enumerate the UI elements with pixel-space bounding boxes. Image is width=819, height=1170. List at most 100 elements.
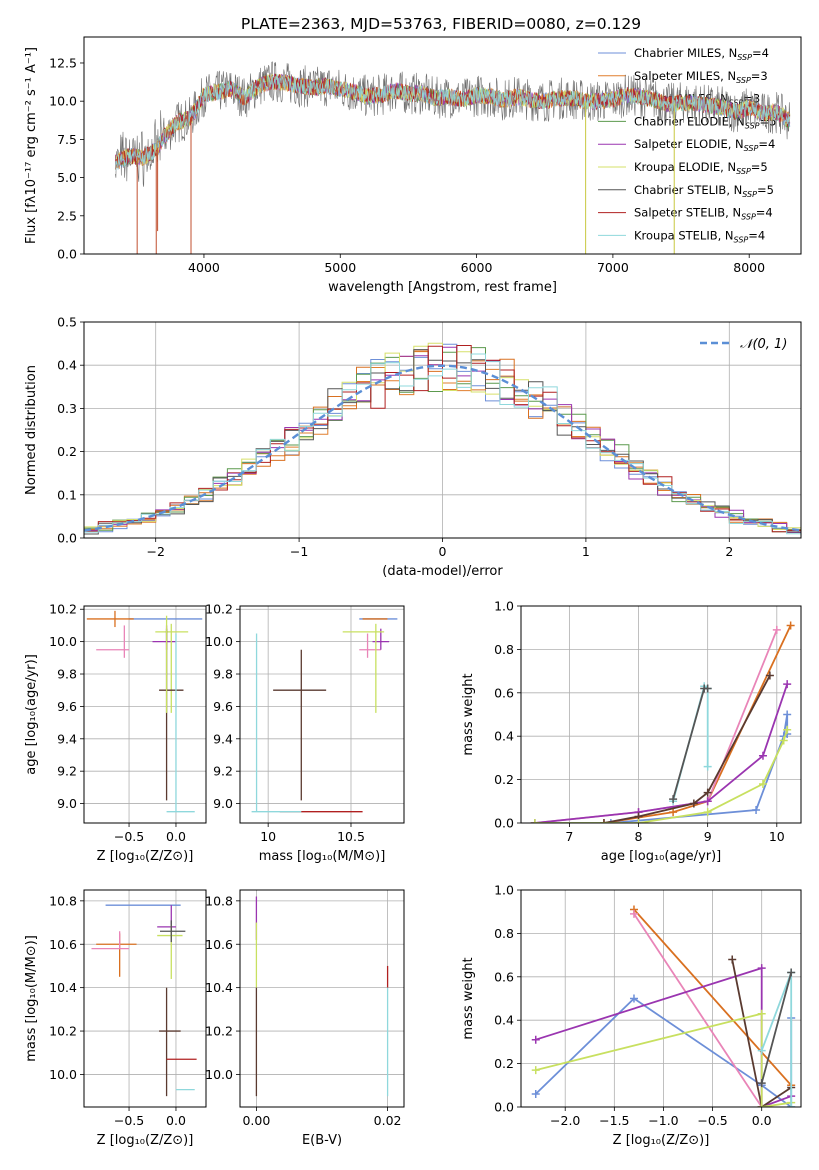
mass-weight-line [760,972,793,1107]
x-tick-label: 10 [260,829,276,844]
x-axis-label: (data-model)/error [382,564,503,579]
x-axis-label: Z [log₁₀(Z/Z⊙)] [97,1133,194,1148]
frame-mass_weight_vs_Z [520,889,802,1108]
mass-weight-line [633,913,763,1107]
y-tick-label: 0.6 [494,685,514,700]
y-tick-label: 0.4 [494,1013,514,1028]
axes-mass_weight_vs_age: 7 8 9 10 0.0 0.2 0.4 0.6 0.8 1.0 age [log₁₀(age/yr… [461,599,801,864]
axes-residuals: −2 −1 0 1 2 0.0 0.1 0.2 0.3 0.4 0.5 (data-model)/er… [24,315,801,579]
plot-area-spectrum [115,61,791,254]
x-tick-label: 2 [725,544,733,559]
legend-entry: Salpeter MILES, NSSP=3 [634,69,768,85]
y-axis-label: Flux [fλ10⁻¹⁷ erg cm⁻² s⁻¹ A⁻¹] [24,47,39,244]
y-axis-label: Normed distribution [24,365,39,495]
y-tick-label: 1.0 [494,599,514,614]
frame-mass_weight_vs_age [520,605,802,824]
x-axis-label: Z [log₁₀(Z/Z⊙)] [97,849,194,864]
mass-weight-marker [531,1066,540,1075]
y-tick-label: 10.6 [205,937,233,952]
x-tick-label: 0.00 [242,1113,270,1128]
mass-weight-marker [758,779,767,788]
legend-label-tail: =4 [748,228,765,242]
y-tick-label: 10.8 [49,893,77,908]
mass-weight-marker [787,1103,796,1107]
plot-area-age_vs_mass [251,618,398,813]
x-axis-label: Z [log₁₀(Z/Z⊙)] [613,1133,710,1148]
y-tick-label: 9.2 [57,764,77,779]
legend-label-tail: =4 [756,206,773,220]
y-tick-label: 9.8 [213,667,233,682]
y-tick-label: 0.0 [57,247,77,262]
y-tick-label: 1.0 [494,883,514,898]
axes-mass_vs_Z: −0.5 0.0 10.0 10.2 10.4 10.6 10.8 Z [log₁₀(Z/Z⊙… [24,890,206,1148]
x-tick-label: −0.5 [114,1113,144,1128]
mass-weight-marker [783,725,792,734]
legend-label-tail: =3 [751,69,768,83]
x-tick-label: −1.5 [599,1113,629,1128]
x-tick-label: −2.0 [550,1113,580,1128]
mass-weight-marker [634,819,643,823]
y-tick-label: 9.8 [57,667,77,682]
y-tick-label: 5.0 [57,170,77,185]
x-tick-label: 10 [769,829,785,844]
x-axis-label: E(B-V) [302,1133,342,1148]
x-tick-label: −1.0 [648,1113,678,1128]
y-tick-label: 10.0 [49,94,77,109]
y-tick-label: 0.0 [494,1100,514,1115]
spectrum-series-8 [115,74,791,171]
y-tick-label: 0.2 [57,444,77,459]
legend-label-tail: =5 [757,183,774,197]
legend-label-main: Chabrier ELODIE, N [634,114,745,128]
mass-weight-marker [757,1079,766,1088]
y-tick-label: 12.5 [49,55,77,70]
mass-weight-line [534,629,778,823]
x-tick-label: 0 [439,544,447,559]
plot-area-mass_weight_vs_Z [531,905,796,1107]
mass-weight-marker [787,968,796,977]
y-axis-label: age [log₁₀(age/yr)] [24,654,39,775]
x-tick-label: 4000 [188,260,220,275]
legend-entry: Kroupa STELIB, NSSP=4 [634,228,765,244]
mass-weight-marker [669,795,678,804]
normal-reference-curve [84,364,801,532]
y-tick-label: 0.3 [57,401,77,416]
legend-label-main: Salpeter MILES, N [634,69,736,83]
plot-area-age_vs_Z [86,610,203,813]
plot-area-mass_weight_vs_age [530,621,795,823]
y-tick-label: 0.5 [57,315,77,330]
legend-label-tail: =4 [752,46,769,60]
mass-weight-marker [728,955,737,964]
x-tick-label: 9 [704,829,712,844]
mass-weight-marker [629,909,638,918]
y-tick-label: 10.4 [49,980,77,995]
mass-weight-marker [757,1103,766,1107]
legend-label-sub: SSP [737,53,752,62]
y-tick-label: 0.4 [494,729,514,744]
frame-residuals [83,321,802,539]
y-tick-label: 9.2 [213,764,233,779]
y-tick-label: 0.0 [494,816,514,831]
x-tick-label: 7 [565,829,573,844]
plot-area-mass_vs_Z [91,904,197,1097]
mass-weight-marker [531,1089,540,1098]
mass-weight-line [731,959,792,1107]
mass-weight-marker [783,710,792,719]
x-tick-label: −0.5 [114,829,144,844]
mass-weight-line [672,687,708,800]
axes-mass_weight_vs_Z: −2.0 −1.5 −1.0 −0.5 0.0 0.0 0.2 0.4 0.6 0.8 1.0 Z [… [461,883,801,1148]
mass-weight-marker [669,808,678,817]
frame-mass_vs_Z [83,889,207,1108]
mass-weight-marker [783,680,792,689]
x-tick-label: 1 [582,544,590,559]
y-axis-label: mass [log₁₀(M/M⊙)] [24,935,39,1062]
mass-weight-line [672,684,709,802]
x-tick-label: 0.02 [374,1113,402,1128]
y-tick-label: 10.0 [205,1067,233,1082]
mass-weight-marker [758,751,767,760]
x-tick-label: 0.0 [166,1113,186,1128]
legend-entry: Salpeter STELIB, NSSP=4 [634,206,773,222]
plot-area-residuals [84,342,801,537]
histogram-series-8 [84,353,801,535]
frame-spectrum [83,36,802,255]
legend-label-main: Salpeter STELIB, N [634,206,741,220]
